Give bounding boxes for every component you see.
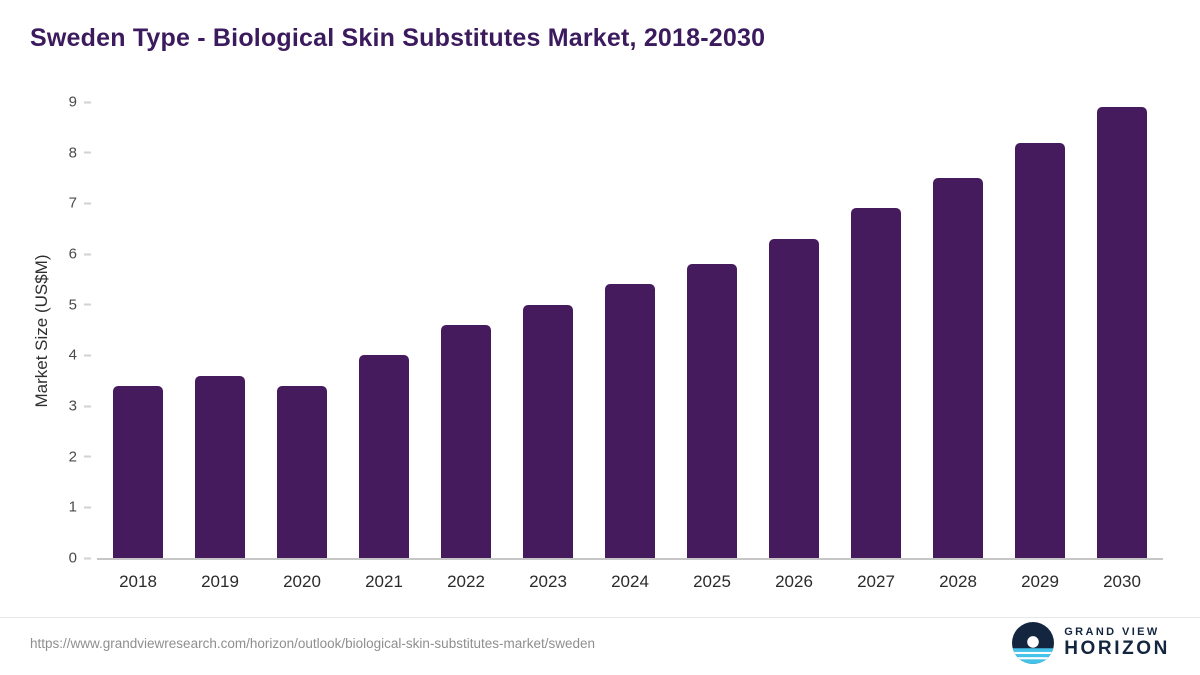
bar-2028[interactable] (933, 178, 983, 558)
y-tick-label: 5 (68, 296, 77, 314)
y-tick-label: 9 (68, 93, 77, 111)
y-tick-label: 6 (68, 245, 77, 263)
y-tick: 8 (41, 144, 91, 161)
bar-2025[interactable] (687, 264, 737, 558)
bar-slot (917, 102, 999, 558)
y-tick-mark (84, 202, 91, 205)
bar-2021[interactable] (359, 355, 409, 558)
y-tick: 7 (41, 195, 91, 212)
footer: https://www.grandviewresearch.com/horizo… (30, 619, 1170, 667)
y-tick: 6 (41, 246, 91, 263)
footer-divider (0, 617, 1200, 618)
x-tick-label: 2027 (857, 572, 895, 591)
y-tick-mark (84, 303, 91, 306)
y-tick: 3 (41, 398, 91, 415)
y-axis-ticks: 0 1 2 3 4 5 6 7 8 9 (69, 94, 1163, 567)
bar-2026[interactable] (769, 238, 819, 558)
y-tick: 4 (41, 347, 91, 364)
y-tick-mark (84, 405, 91, 408)
y-tick-label: 3 (68, 397, 77, 415)
bar-slot (179, 102, 261, 558)
brand-logo: GRAND VIEW HORIZON (1012, 622, 1170, 664)
y-tick-mark (84, 253, 91, 256)
bar-slot (1081, 102, 1163, 558)
logo-text: GRAND VIEW HORIZON (1064, 626, 1170, 660)
bar-2030[interactable] (1097, 107, 1147, 558)
x-tick-label: 2025 (693, 572, 731, 591)
y-tick-label: 1 (68, 498, 77, 516)
y-tick-label: 8 (68, 144, 77, 162)
x-tick-label: 2022 (447, 572, 485, 591)
x-tick-label: 2024 (611, 572, 649, 591)
bar-slot (999, 102, 1081, 558)
y-tick: 1 (41, 499, 91, 516)
logo-text-horizon: HORIZON (1064, 638, 1170, 660)
y-tick-label: 4 (68, 346, 77, 364)
y-axis-title: Market Size (US$M) (32, 254, 51, 408)
bar-slot (753, 102, 835, 558)
y-tick-label: 7 (68, 194, 77, 212)
bar-slot (671, 102, 753, 558)
x-tick-label: 2019 (201, 572, 239, 591)
x-tick-label: 2026 (775, 572, 813, 591)
y-tick: 0 (41, 550, 91, 567)
y-tick: 5 (41, 296, 91, 313)
bar-slot (425, 102, 507, 558)
y-tick-mark (84, 506, 91, 509)
y-tick-mark (84, 151, 91, 154)
x-tick-label: 2018 (119, 572, 157, 591)
bar-slot (507, 102, 589, 558)
y-tick-mark (84, 557, 91, 559)
bars-row (97, 102, 1163, 558)
y-tick-label: 2 (68, 448, 77, 466)
bar-slot (261, 102, 343, 558)
bar-2019[interactable] (195, 375, 245, 558)
bar-2022[interactable] (441, 324, 491, 558)
x-tick-label: 2021 (365, 572, 403, 591)
chart-title: Sweden Type - Biological Skin Substitute… (30, 24, 766, 52)
bar-2024[interactable] (605, 284, 655, 558)
x-tick-label: 2030 (1103, 572, 1141, 591)
bar-slot (589, 102, 671, 558)
y-tick-mark (84, 101, 91, 103)
bar-slot (835, 102, 917, 558)
logo-text-grand-view: GRAND VIEW (1064, 625, 1160, 638)
x-tick-label: 2029 (1021, 572, 1059, 591)
bar-slot (343, 102, 425, 558)
y-tick: 2 (41, 448, 91, 465)
x-tick-label: 2020 (283, 572, 321, 591)
y-tick: 9 (41, 94, 91, 111)
bar-2023[interactable] (523, 304, 573, 558)
grand-view-horizon-logo-icon (1012, 622, 1055, 664)
y-tick-mark (84, 354, 91, 357)
plot-area: 0 1 2 3 4 5 6 7 8 9 (69, 94, 1163, 567)
x-tick-label: 2023 (529, 572, 567, 591)
bar-2029[interactable] (1015, 142, 1065, 558)
y-tick-mark (84, 455, 91, 458)
bar-slot (97, 102, 179, 558)
x-axis-labels: 2018 2019 2020 2021 2022 2023 2024 2025 2026 2027… (97, 572, 1163, 592)
bar-2027[interactable] (851, 208, 901, 558)
bar-2018[interactable] (113, 385, 163, 558)
source-url: https://www.grandviewresearch.com/horizo… (30, 635, 596, 651)
bar-2020[interactable] (277, 385, 327, 558)
y-tick-label: 0 (68, 549, 77, 567)
x-tick-label: 2028 (939, 572, 977, 591)
